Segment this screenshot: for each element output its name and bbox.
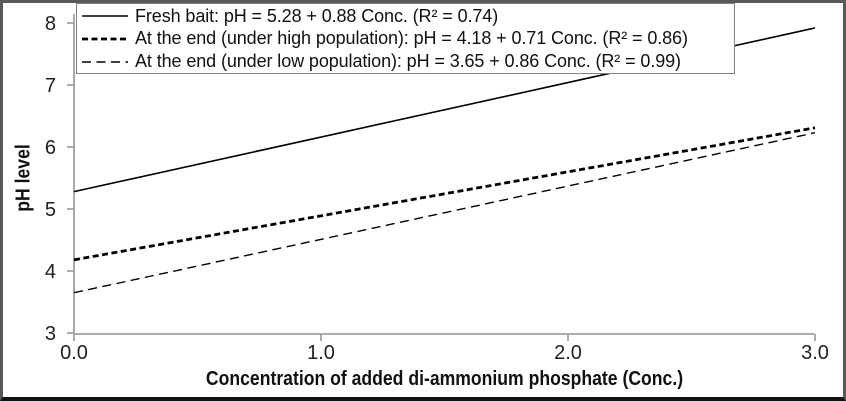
x-tick-label: 3.0 xyxy=(801,342,829,364)
y-tick-label: 6 xyxy=(45,137,56,159)
legend: Fresh bait: pH = 5.28 + 0.88 Conc. (R² =… xyxy=(76,3,735,74)
legend-line-sample-thin-dash-icon xyxy=(82,60,128,63)
legend-label: Fresh bait: pH = 5.28 + 0.88 Conc. (R² =… xyxy=(135,5,499,26)
x-tick-label: 2.0 xyxy=(554,342,582,364)
series-line-end-high-population xyxy=(73,126,816,262)
legend-label: At the end (under low population): pH = … xyxy=(135,51,681,72)
y-tick-label: 8 xyxy=(45,13,56,35)
y-tick-label: 5 xyxy=(45,199,56,221)
legend-item-end-high-population: At the end (under high population): pH =… xyxy=(82,28,734,50)
legend-line-sample-thick-dash-icon xyxy=(82,37,128,41)
y-axis-title: pH level xyxy=(12,144,35,212)
legend-item-fresh-bait: Fresh bait: pH = 5.28 + 0.88 Conc. (R² =… xyxy=(82,5,734,27)
legend-item-end-low-population: At the end (under low population): pH = … xyxy=(82,51,734,73)
y-tick-label: 4 xyxy=(45,261,56,283)
legend-line-sample-solid-icon xyxy=(82,15,128,18)
y-tick-label: 3 xyxy=(45,323,56,345)
legend-label: At the end (under high population): pH =… xyxy=(135,28,688,49)
x-axis-title: Concentration of added di-ammonium phosp… xyxy=(205,368,684,390)
y-tick-label: 7 xyxy=(45,75,56,97)
x-tick-label: 1.0 xyxy=(307,342,335,364)
series-line-end-low-population xyxy=(73,132,816,294)
x-tick-label: 0.0 xyxy=(60,342,88,364)
